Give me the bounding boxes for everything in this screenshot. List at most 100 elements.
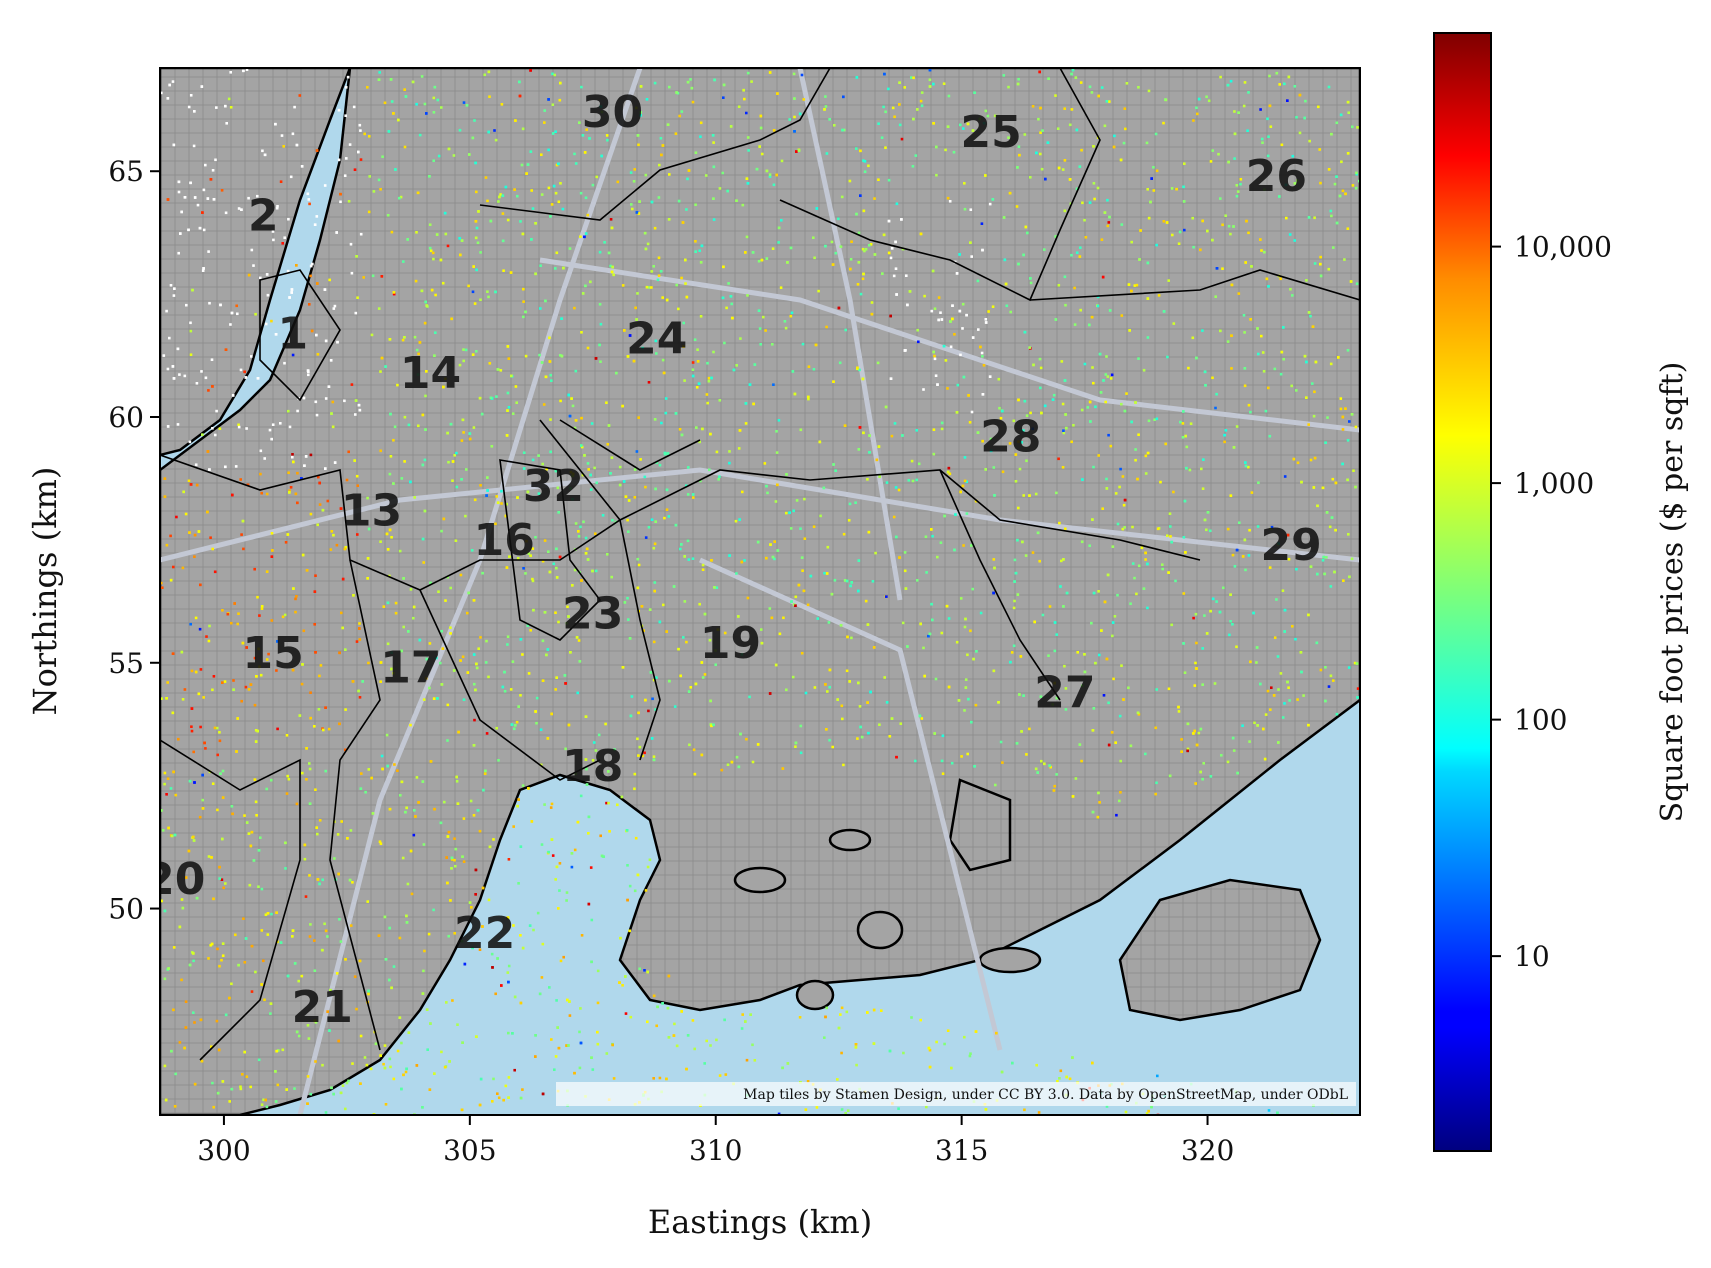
price-marker xyxy=(573,1071,576,1075)
price-marker xyxy=(209,944,212,947)
price-marker xyxy=(256,595,259,599)
price-marker xyxy=(1064,687,1068,690)
price-marker xyxy=(464,348,468,352)
price-marker xyxy=(878,475,881,478)
price-marker xyxy=(1244,461,1247,464)
district-label: 19 xyxy=(700,618,761,669)
price-marker xyxy=(291,353,295,357)
price-marker xyxy=(495,726,498,730)
price-marker xyxy=(187,228,190,232)
price-marker xyxy=(221,942,225,945)
price-marker xyxy=(628,334,632,337)
price-marker xyxy=(1238,521,1241,524)
price-marker xyxy=(296,501,299,505)
price-marker xyxy=(1120,223,1124,226)
price-marker xyxy=(578,1066,582,1070)
price-marker xyxy=(1338,194,1342,198)
price-marker xyxy=(306,1075,310,1078)
price-marker xyxy=(1307,311,1311,314)
price-marker xyxy=(1263,757,1267,761)
price-marker xyxy=(686,80,690,84)
price-marker xyxy=(343,547,347,551)
price-marker xyxy=(914,154,918,157)
price-marker xyxy=(324,339,328,343)
price-marker xyxy=(917,462,921,466)
price-marker xyxy=(392,965,396,968)
price-marker xyxy=(171,652,175,655)
price-marker xyxy=(381,155,384,158)
price-marker xyxy=(911,165,915,168)
price-marker xyxy=(269,1012,272,1015)
price-marker xyxy=(566,998,569,1002)
price-marker xyxy=(645,285,649,289)
price-marker xyxy=(313,590,317,593)
price-marker xyxy=(527,552,531,555)
price-marker xyxy=(390,100,394,103)
price-marker xyxy=(825,152,829,155)
price-marker xyxy=(424,676,428,680)
price-marker xyxy=(1355,662,1359,665)
price-marker xyxy=(685,484,688,487)
price-marker xyxy=(270,912,273,916)
price-marker xyxy=(1220,754,1223,757)
price-marker xyxy=(394,168,397,171)
price-marker xyxy=(893,422,897,425)
price-marker xyxy=(210,856,213,859)
price-marker xyxy=(789,527,793,530)
price-marker xyxy=(356,296,359,299)
price-marker xyxy=(1356,126,1359,129)
price-marker xyxy=(519,934,522,937)
price-marker xyxy=(396,383,399,387)
price-marker xyxy=(303,464,306,467)
price-marker xyxy=(318,882,321,886)
price-marker xyxy=(1150,177,1153,180)
price-marker xyxy=(862,431,865,435)
price-marker xyxy=(481,571,484,575)
price-marker xyxy=(965,480,968,484)
price-marker xyxy=(1162,121,1165,125)
price-marker xyxy=(1347,111,1350,114)
price-marker xyxy=(348,878,352,882)
price-marker xyxy=(598,250,602,254)
price-marker xyxy=(247,832,251,835)
price-marker xyxy=(303,857,307,861)
price-marker xyxy=(586,558,590,561)
price-marker xyxy=(307,198,311,201)
price-marker xyxy=(934,677,938,681)
price-marker xyxy=(922,646,925,650)
price-marker xyxy=(160,91,163,95)
price-marker xyxy=(861,277,865,281)
price-marker xyxy=(1061,402,1065,406)
price-marker xyxy=(552,184,556,188)
price-marker xyxy=(240,208,243,211)
price-marker xyxy=(714,649,717,652)
price-marker xyxy=(935,145,938,149)
price-marker xyxy=(250,248,254,252)
price-marker xyxy=(739,732,742,736)
price-marker xyxy=(714,663,717,666)
price-marker xyxy=(667,515,671,518)
price-marker xyxy=(350,383,354,386)
price-marker xyxy=(888,1049,892,1053)
price-marker xyxy=(794,745,797,748)
price-marker xyxy=(1229,593,1232,596)
price-marker xyxy=(389,455,393,458)
price-marker xyxy=(629,714,633,718)
price-marker xyxy=(439,258,443,262)
price-marker xyxy=(425,1008,429,1011)
price-marker xyxy=(221,837,224,841)
price-marker xyxy=(367,989,370,993)
district-boundaries xyxy=(160,68,1360,1061)
price-marker xyxy=(1279,277,1282,281)
price-marker xyxy=(221,954,225,957)
price-marker xyxy=(833,578,837,582)
price-marker xyxy=(837,217,840,221)
price-marker xyxy=(1112,677,1115,681)
price-marker xyxy=(487,130,490,134)
price-marker xyxy=(984,318,988,321)
price-marker xyxy=(1239,178,1243,181)
price-marker xyxy=(558,555,562,559)
price-marker xyxy=(487,295,490,299)
price-marker xyxy=(212,198,216,201)
price-marker xyxy=(202,188,206,192)
